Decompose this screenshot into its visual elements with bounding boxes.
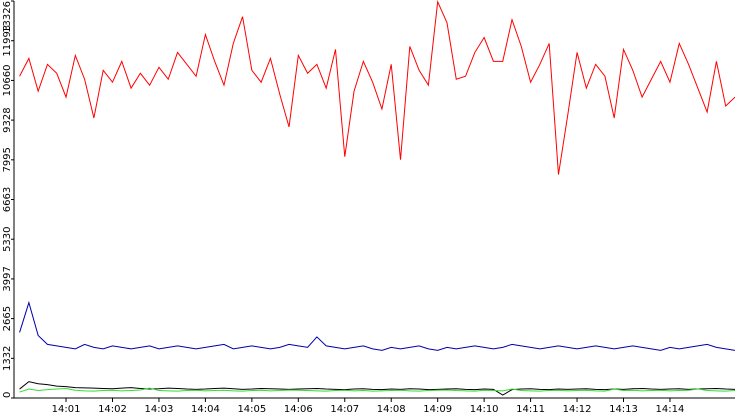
x-tick-label: 14:13 [609,404,638,415]
y-tick-label: 7995 [2,147,13,172]
y-tick-label: 5330 [2,226,13,251]
y-tick-label: 2665 [2,306,13,331]
x-tick-label: 14:09 [423,404,452,415]
y-tick-label: 1332 [2,346,13,371]
x-tick-label: 14:01 [52,404,81,415]
series-line [19,300,735,351]
x-tick-label: 14:02 [98,404,127,415]
x-tick-label: 14:06 [284,404,313,415]
y-tick-label: 9328 [2,107,13,132]
y-tick-label: 3997 [2,266,13,291]
x-tick-label: 14:14 [656,404,685,415]
series-line [19,381,735,396]
y-tick-label: 6663 [2,187,13,212]
x-tick-label: 14:04 [191,404,220,415]
x-tick-label: 14:07 [330,404,359,415]
series-line [19,0,735,175]
x-tick-label: 14:05 [237,404,266,415]
x-tick-label: 14:08 [377,404,406,415]
y-tick-label: 0 [2,392,13,398]
x-tick-label: 14:12 [563,404,592,415]
x-tick-label: 14:11 [516,404,545,415]
x-tick-label: 14:03 [145,404,174,415]
y-tick-label: 13326 [2,1,13,33]
y-tick-label: 11993 [2,25,13,57]
y-tick-label: 10660 [2,65,13,97]
series-line [19,387,735,393]
x-tick-label: 14:10 [470,404,499,415]
